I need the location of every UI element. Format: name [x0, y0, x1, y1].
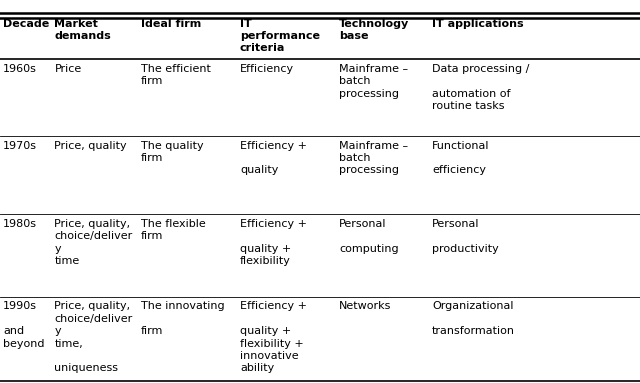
Text: The efficient
firm: The efficient firm — [141, 64, 211, 86]
Text: Functional

efficiency: Functional efficiency — [432, 141, 490, 175]
Text: Price, quality: Price, quality — [54, 141, 127, 151]
Text: Mainframe –
batch
processing: Mainframe – batch processing — [339, 141, 408, 175]
Text: Efficiency +

quality +
flexibility +
innovative
ability: Efficiency + quality + flexibility + inn… — [240, 301, 307, 373]
Text: Price, quality,
choice/deliver
y
time,

uniqueness: Price, quality, choice/deliver y time, u… — [54, 301, 132, 373]
Text: Market
demands: Market demands — [54, 19, 111, 41]
Text: Personal

productivity: Personal productivity — [432, 219, 499, 254]
Text: Ideal firm: Ideal firm — [141, 19, 201, 29]
Text: IT applications: IT applications — [432, 19, 524, 29]
Text: Price, quality,
choice/deliver
y
time: Price, quality, choice/deliver y time — [54, 219, 132, 266]
Text: Technology
base: Technology base — [339, 19, 410, 41]
Text: Efficiency +

quality +
flexibility: Efficiency + quality + flexibility — [240, 219, 307, 266]
Text: Decade: Decade — [3, 19, 49, 29]
Text: 1970s: 1970s — [3, 141, 37, 151]
Text: Efficiency +

quality: Efficiency + quality — [240, 141, 307, 175]
Text: The innovating

firm: The innovating firm — [141, 301, 225, 336]
Text: The quality
firm: The quality firm — [141, 141, 204, 163]
Text: 1990s

and
beyond: 1990s and beyond — [3, 301, 45, 349]
Text: Mainframe –
batch
processing: Mainframe – batch processing — [339, 64, 408, 99]
Text: Price: Price — [54, 64, 82, 74]
Text: The flexible
firm: The flexible firm — [141, 219, 205, 241]
Text: Efficiency: Efficiency — [240, 64, 294, 74]
Text: 1960s: 1960s — [3, 64, 37, 74]
Text: Personal

computing: Personal computing — [339, 219, 399, 254]
Text: Organizational

transformation: Organizational transformation — [432, 301, 515, 336]
Text: 1980s: 1980s — [3, 219, 37, 229]
Text: IT
performance
criteria: IT performance criteria — [240, 19, 320, 53]
Text: Data processing /

automation of
routine tasks: Data processing / automation of routine … — [432, 64, 529, 111]
Text: Networks: Networks — [339, 301, 392, 311]
